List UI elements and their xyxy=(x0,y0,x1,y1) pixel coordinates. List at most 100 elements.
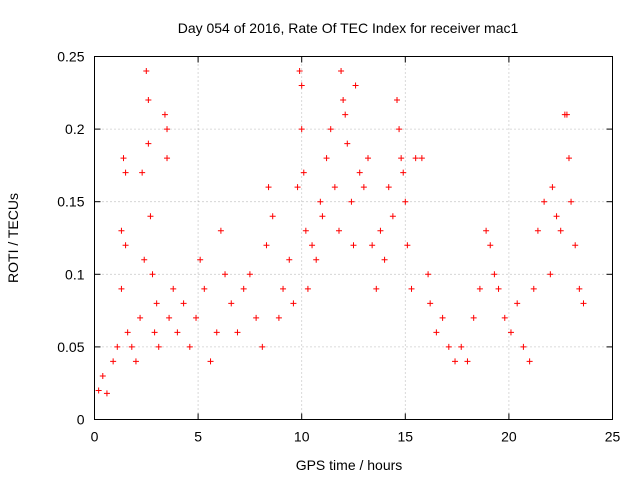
data-point xyxy=(483,227,490,234)
data-point xyxy=(377,227,384,234)
data-point xyxy=(155,343,162,350)
data-point xyxy=(458,343,465,350)
data-point xyxy=(572,242,579,249)
data-point xyxy=(145,97,152,104)
data-point xyxy=(400,169,407,176)
data-point xyxy=(240,285,247,292)
data-point xyxy=(553,213,560,220)
y-tick-label: 0.05 xyxy=(57,339,84,355)
data-point xyxy=(501,314,508,321)
data-point xyxy=(139,169,146,176)
data-point xyxy=(304,285,311,292)
data-point xyxy=(335,227,342,234)
data-point xyxy=(234,329,241,336)
data-point xyxy=(124,329,131,336)
data-point xyxy=(427,300,434,307)
data-point xyxy=(280,285,287,292)
data-point xyxy=(114,343,121,350)
data-point xyxy=(549,184,556,191)
data-point xyxy=(246,271,253,278)
data-point xyxy=(576,285,583,292)
data-point xyxy=(275,314,282,321)
data-point xyxy=(360,184,367,191)
data-point xyxy=(520,343,527,350)
data-point xyxy=(348,198,355,205)
data-point xyxy=(514,300,521,307)
data-point xyxy=(145,140,152,147)
x-axis-label: GPS time / hours xyxy=(296,457,403,473)
data-point xyxy=(298,126,305,133)
data-point xyxy=(286,256,293,263)
data-point xyxy=(541,198,548,205)
y-tick-labels: 0 0.05 0.1 0.15 0.2 0.25 xyxy=(57,49,84,428)
data-point xyxy=(228,300,235,307)
data-point xyxy=(302,227,309,234)
data-point xyxy=(342,111,349,118)
data-point xyxy=(557,227,564,234)
data-point xyxy=(331,184,338,191)
data-point xyxy=(495,285,502,292)
data-point xyxy=(259,343,266,350)
data-point xyxy=(402,198,409,205)
data-point xyxy=(313,256,320,263)
data-point xyxy=(323,155,330,162)
x-tick-label: 20 xyxy=(501,429,517,445)
data-point xyxy=(103,390,110,397)
data-point xyxy=(174,329,181,336)
data-point xyxy=(470,314,477,321)
y-tick-label: 0.1 xyxy=(65,266,85,282)
data-point xyxy=(389,213,396,220)
data-point xyxy=(213,329,220,336)
x-tick-label: 25 xyxy=(605,429,621,445)
data-point xyxy=(385,184,392,191)
data-point xyxy=(565,155,572,162)
data-point xyxy=(197,256,204,263)
data-point xyxy=(298,82,305,89)
data-point xyxy=(452,358,459,365)
data-point xyxy=(439,314,446,321)
data-point xyxy=(350,242,357,249)
data-point xyxy=(222,271,229,278)
data-point xyxy=(132,358,139,365)
data-point xyxy=(580,300,587,307)
data-point xyxy=(309,242,316,249)
data-point xyxy=(120,155,127,162)
data-point xyxy=(433,329,440,336)
data-point xyxy=(300,169,307,176)
chart-title: Day 054 of 2016, Rate Of TEC Index for r… xyxy=(178,20,519,36)
data-point xyxy=(563,111,570,118)
data-point xyxy=(269,213,276,220)
data-point xyxy=(526,358,533,365)
data-point xyxy=(356,169,363,176)
data-point xyxy=(170,285,177,292)
grid-lines xyxy=(94,56,613,420)
data-point xyxy=(394,97,401,104)
x-tick-label: 5 xyxy=(194,429,202,445)
data-point xyxy=(340,97,347,104)
axis-ticks xyxy=(94,56,613,420)
data-point xyxy=(338,68,345,75)
y-tick-label: 0 xyxy=(77,412,85,428)
data-point xyxy=(317,198,324,205)
data-point xyxy=(381,256,388,263)
data-point xyxy=(153,300,160,307)
data-point xyxy=(137,314,144,321)
data-point xyxy=(487,242,494,249)
data-point xyxy=(352,82,359,89)
data-point xyxy=(118,285,125,292)
data-point xyxy=(201,285,208,292)
data-point xyxy=(373,285,380,292)
data-point xyxy=(319,213,326,220)
data-point xyxy=(265,184,272,191)
data-point xyxy=(491,271,498,278)
data-points xyxy=(95,68,587,397)
data-point xyxy=(99,372,106,379)
data-point xyxy=(207,358,214,365)
data-point xyxy=(568,198,575,205)
x-tick-label: 15 xyxy=(398,429,414,445)
data-point xyxy=(396,126,403,133)
data-point xyxy=(464,358,471,365)
data-point xyxy=(425,271,432,278)
data-point xyxy=(294,184,301,191)
data-point xyxy=(408,285,415,292)
